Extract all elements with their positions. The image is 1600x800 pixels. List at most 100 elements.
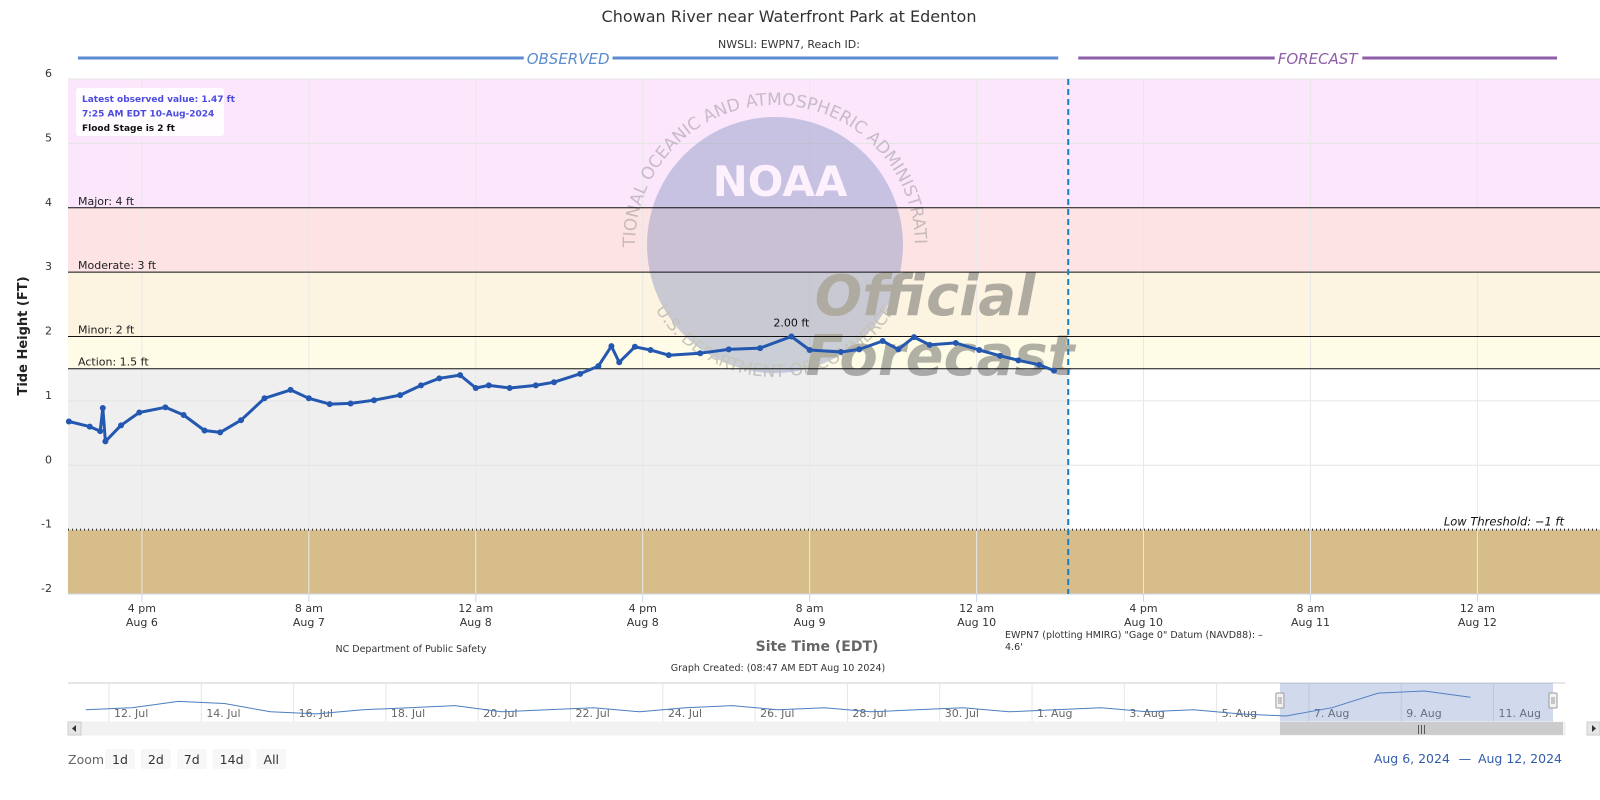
series-point [616, 359, 623, 366]
y-tick-label: 2 [45, 325, 52, 338]
y-tick-label: 4 [45, 196, 52, 209]
section-label-bg [1274, 50, 1363, 66]
series-point [347, 400, 354, 407]
series-point [926, 341, 933, 348]
info-line: 7:25 AM EDT 10-Aug-2024 [82, 110, 214, 120]
series-point [551, 379, 558, 386]
x-tick-label: 8 am [295, 602, 323, 615]
zoom-button-label[interactable]: 2d [148, 752, 164, 767]
series-point [631, 343, 638, 350]
navigator-tick-label: 22. Jul [576, 707, 610, 720]
zoom-button[interactable] [176, 749, 207, 769]
series-point [1050, 367, 1057, 374]
y-tick-label: 5 [45, 131, 52, 144]
flood-band [68, 207, 1600, 273]
y-tick-label: -2 [41, 582, 52, 595]
zoom-button-label[interactable]: 1d [112, 752, 128, 767]
info-box [76, 88, 224, 136]
series-point [238, 417, 245, 424]
navigator-tick-label: 18. Jul [391, 707, 425, 720]
navigator-tick-label: 3. Aug [1129, 707, 1164, 720]
zoom-button[interactable] [140, 749, 171, 769]
created-note: Graph Created: (08:47 AM EDT Aug 10 2024… [671, 663, 886, 674]
series-point [485, 382, 492, 389]
navigator-tick-label: 12. Jul [114, 707, 148, 720]
series-point [856, 346, 863, 353]
x-tick-date: Aug 6 [126, 616, 158, 629]
series-point [118, 422, 125, 429]
y-axis-title: Tide Height (FT) [16, 276, 31, 395]
range-from[interactable]: Aug 6, 2024 [1374, 751, 1450, 766]
series-point [895, 346, 902, 353]
section-label: OBSERVED [527, 50, 610, 68]
series-point [457, 372, 464, 379]
observed-band [68, 368, 1069, 530]
x-tick-label: 8 am [796, 602, 824, 615]
navigator-tick-label: 14. Jul [206, 707, 240, 720]
zoom-button-label[interactable]: 7d [184, 752, 200, 767]
series-point [1036, 361, 1043, 368]
series-point [665, 352, 672, 359]
series-point [757, 345, 764, 352]
zoom-button[interactable] [212, 749, 251, 769]
navigator-line [85, 690, 1471, 717]
scrollbar-left-arrow [72, 725, 76, 732]
series-point [326, 401, 333, 408]
range-separator: — [1459, 751, 1472, 766]
x-tick-date: Aug 12 [1458, 616, 1497, 629]
series-point [305, 395, 312, 402]
zoom-button-label[interactable]: All [264, 752, 280, 767]
navigator-tick-label: 30. Jul [945, 707, 979, 720]
series-point [217, 429, 224, 436]
series-point [788, 333, 795, 340]
watermark-logo: NOAA [713, 157, 848, 206]
series-point [910, 334, 917, 341]
series-point [418, 382, 425, 389]
series-point [506, 385, 513, 391]
scrollbar-grip: ||| [1417, 725, 1426, 735]
zoom-label: Zoom [68, 752, 104, 767]
series-point [952, 339, 959, 346]
series-point [162, 404, 169, 411]
x-tick-date: Aug 10 [957, 616, 996, 629]
y-tick-label: 1 [45, 389, 52, 402]
x-tick-label: 8 am [1296, 602, 1324, 615]
series-point [371, 397, 378, 404]
scrollbar-thumb[interactable] [1279, 722, 1563, 735]
y-tick-label: 3 [45, 260, 52, 273]
navigator-selection [1279, 683, 1553, 722]
navigator-handle[interactable] [1548, 692, 1558, 709]
info-line: Latest observed value: 1.47 ft [82, 95, 236, 105]
series-point [99, 404, 106, 411]
series-point [879, 338, 886, 345]
series-point [136, 409, 143, 416]
zoom-button[interactable] [105, 749, 135, 769]
x-tick-date: Aug 8 [460, 616, 492, 629]
zoom-button-label[interactable]: 14d [220, 752, 244, 767]
x-tick-label: 12 am [458, 602, 493, 615]
x-tick-date: Aug 9 [794, 616, 826, 629]
x-tick-label: 12 am [959, 602, 994, 615]
series-point [180, 412, 187, 419]
x-tick-label: 4 pm [1129, 602, 1157, 615]
series-point [287, 386, 294, 393]
series-point [997, 352, 1004, 359]
x-axis-title: Site Time (EDT) [756, 639, 879, 655]
series-point [261, 395, 268, 402]
series-point [725, 346, 732, 353]
range-to[interactable]: Aug 12, 2024 [1478, 751, 1562, 766]
series-point [86, 423, 93, 430]
series-point [595, 363, 602, 370]
series-point [102, 438, 109, 445]
series-point [97, 428, 104, 435]
navigator-tick-label: 9. Aug [1406, 707, 1441, 720]
peak-label: 2.00 ft [773, 317, 810, 330]
low-band [68, 529, 1600, 594]
zoom-button[interactable] [256, 749, 287, 769]
navigator-tick-label: 11. Aug [1499, 707, 1541, 720]
series-point [532, 382, 539, 389]
navigator-tick-label: 7. Aug [1314, 707, 1349, 720]
navigator-handle[interactable] [1275, 692, 1285, 709]
